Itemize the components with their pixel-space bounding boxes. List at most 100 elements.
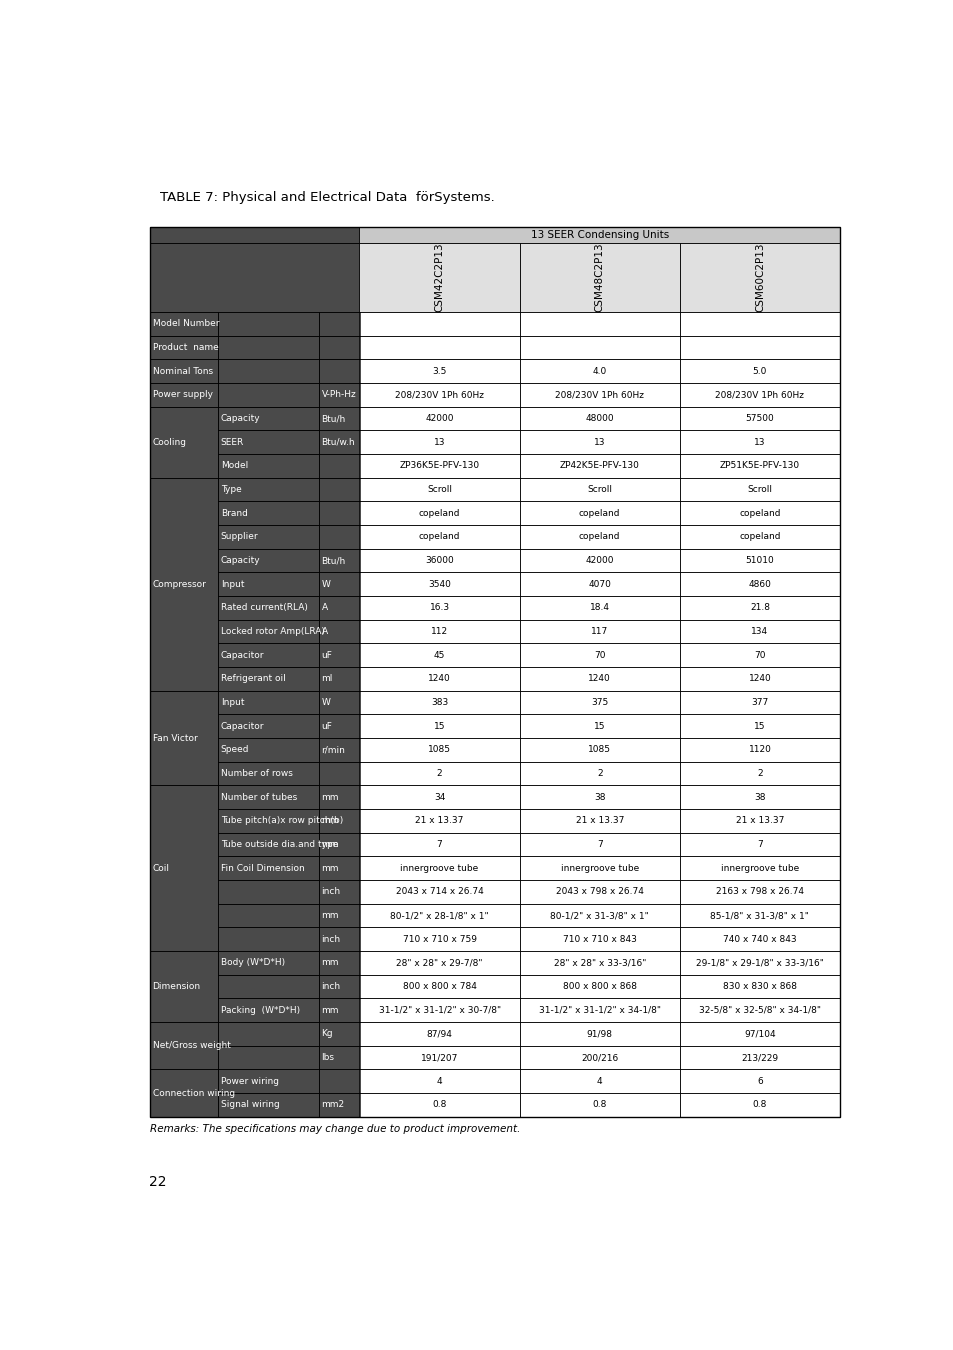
Text: r/min: r/min	[321, 745, 345, 755]
Bar	[150, 336, 218, 359]
Bar	[218, 667, 319, 691]
Text: 710 x 710 x 843: 710 x 710 x 843	[562, 934, 636, 944]
Bar	[319, 1022, 359, 1046]
Text: Btu/w.h: Btu/w.h	[321, 437, 355, 447]
Text: innergroove tube: innergroove tube	[720, 864, 799, 873]
Bar	[218, 620, 319, 644]
Bar	[359, 620, 519, 644]
Text: 91/98: 91/98	[586, 1030, 612, 1038]
Text: 7: 7	[757, 840, 762, 849]
Bar	[519, 454, 679, 478]
Bar	[319, 478, 359, 501]
Bar	[519, 999, 679, 1022]
Bar	[319, 359, 359, 383]
Bar	[319, 383, 359, 406]
Bar	[359, 359, 519, 383]
Bar	[218, 549, 319, 572]
Text: 208/230V 1Ph 60Hz: 208/230V 1Ph 60Hz	[395, 390, 483, 400]
Text: Signal wiring: Signal wiring	[220, 1100, 279, 1110]
Bar	[679, 336, 840, 359]
Bar	[359, 312, 519, 336]
Bar	[218, 406, 319, 431]
Text: Compressor: Compressor	[152, 579, 206, 589]
Bar	[218, 880, 319, 903]
Bar	[359, 243, 519, 312]
Bar	[319, 999, 359, 1022]
Bar	[519, 336, 679, 359]
Text: 2163 x 798 x 26.74: 2163 x 798 x 26.74	[715, 887, 803, 896]
Bar	[679, 406, 840, 431]
Bar	[519, 572, 679, 597]
Bar	[319, 761, 359, 786]
Text: 0.8: 0.8	[752, 1100, 766, 1110]
Text: 3.5: 3.5	[432, 367, 446, 375]
Text: 200/216: 200/216	[580, 1053, 618, 1062]
Text: Remarks: The specifications may change due to product improvement.: Remarks: The specifications may change d…	[150, 1125, 520, 1134]
Text: 13: 13	[594, 437, 605, 447]
Text: copeland: copeland	[418, 532, 460, 541]
Text: Net/Gross weight: Net/Gross weight	[152, 1041, 231, 1050]
Bar	[218, 761, 319, 786]
Text: Cooling: Cooling	[152, 437, 187, 447]
Bar	[218, 597, 319, 620]
Bar	[150, 312, 218, 336]
Bar	[679, 833, 840, 856]
Bar	[218, 667, 319, 691]
Bar	[679, 620, 840, 644]
Bar	[218, 833, 319, 856]
Text: 15: 15	[594, 722, 605, 730]
Bar	[679, 1094, 840, 1116]
Bar	[319, 1069, 359, 1094]
Bar	[679, 478, 840, 501]
Bar	[150, 1069, 218, 1116]
Text: 80-1/2" x 31-3/8" x 1": 80-1/2" x 31-3/8" x 1"	[550, 911, 648, 921]
Bar	[319, 738, 359, 761]
Bar	[519, 714, 679, 738]
Text: Connection wiring: Connection wiring	[152, 1088, 234, 1098]
Bar	[319, 975, 359, 999]
Bar	[319, 1069, 359, 1094]
Bar	[218, 620, 319, 644]
Bar	[218, 927, 319, 952]
Bar	[519, 738, 679, 761]
Bar	[359, 975, 519, 999]
Bar	[319, 833, 359, 856]
Bar	[359, 903, 519, 927]
Bar	[150, 1069, 218, 1116]
Bar	[319, 999, 359, 1022]
Text: 16.3: 16.3	[429, 603, 449, 613]
Bar	[679, 667, 840, 691]
Bar	[519, 1094, 679, 1116]
Bar	[319, 927, 359, 952]
Bar	[519, 761, 679, 786]
Text: 13: 13	[754, 437, 765, 447]
Bar	[679, 525, 840, 549]
Text: 31-1/2" x 31-1/2" x 30-7/8": 31-1/2" x 31-1/2" x 30-7/8"	[378, 1006, 500, 1015]
Text: 38: 38	[594, 792, 605, 802]
Text: 15: 15	[754, 722, 765, 730]
Bar	[519, 833, 679, 856]
Bar	[519, 786, 679, 809]
Bar	[519, 856, 679, 880]
Text: 112: 112	[431, 628, 448, 636]
Text: 15: 15	[434, 722, 445, 730]
Bar	[679, 903, 840, 927]
Text: 28" x 28" x 29-7/8": 28" x 28" x 29-7/8"	[395, 958, 482, 968]
Text: 7: 7	[597, 840, 602, 849]
Bar	[218, 1046, 319, 1069]
Bar	[319, 1022, 359, 1046]
Text: 38: 38	[754, 792, 765, 802]
Text: Capacitor: Capacitor	[220, 651, 264, 660]
Bar	[359, 738, 519, 761]
Bar	[319, 478, 359, 501]
Bar	[679, 880, 840, 903]
Bar	[519, 243, 679, 312]
Text: 830 x 830 x 868: 830 x 830 x 868	[722, 983, 796, 991]
Bar	[359, 227, 840, 243]
Bar	[218, 691, 319, 714]
Text: innergroove tube: innergroove tube	[560, 864, 639, 873]
Text: 2043 x 714 x 26.74: 2043 x 714 x 26.74	[395, 887, 483, 896]
Bar	[319, 549, 359, 572]
Text: A: A	[321, 603, 327, 613]
Bar	[679, 738, 840, 761]
